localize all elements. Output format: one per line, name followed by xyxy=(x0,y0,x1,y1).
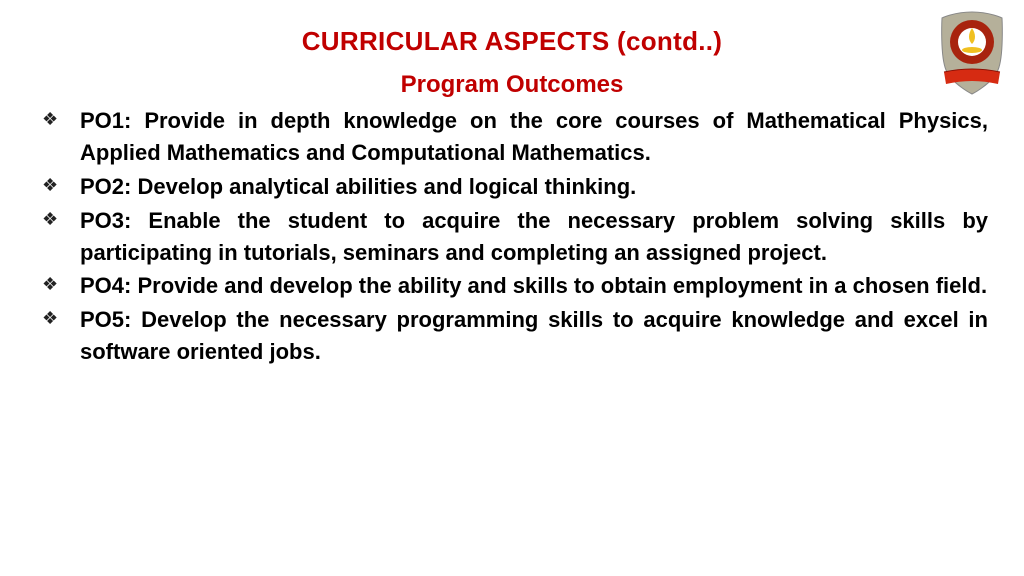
institution-logo xyxy=(934,8,1010,98)
bullet-icon: ❖ xyxy=(36,105,80,130)
outcome-text: PO5: Develop the necessary programming s… xyxy=(80,304,988,368)
list-item: ❖ PO1: Provide in depth knowledge on the… xyxy=(36,105,988,169)
page-subtitle: Program Outcomes xyxy=(0,57,1024,99)
outcomes-list: ❖ PO1: Provide in depth knowledge on the… xyxy=(0,99,1024,368)
list-item: ❖ PO5: Develop the necessary programming… xyxy=(36,304,988,368)
outcome-text: PO2: Develop analytical abilities and lo… xyxy=(80,171,988,203)
outcome-text: PO3: Enable the student to acquire the n… xyxy=(80,205,988,269)
bullet-icon: ❖ xyxy=(36,304,80,329)
list-item: ❖ PO2: Develop analytical abilities and … xyxy=(36,171,988,203)
outcome-text: PO1: Provide in depth knowledge on the c… xyxy=(80,105,988,169)
outcome-text: PO4: Provide and develop the ability and… xyxy=(80,270,988,302)
bullet-icon: ❖ xyxy=(36,270,80,295)
bullet-icon: ❖ xyxy=(36,205,80,230)
list-item: ❖ PO3: Enable the student to acquire the… xyxy=(36,205,988,269)
list-item: ❖ PO4: Provide and develop the ability a… xyxy=(36,270,988,302)
bullet-icon: ❖ xyxy=(36,171,80,196)
page-title: CURRICULAR ASPECTS (contd..) xyxy=(0,0,1024,57)
